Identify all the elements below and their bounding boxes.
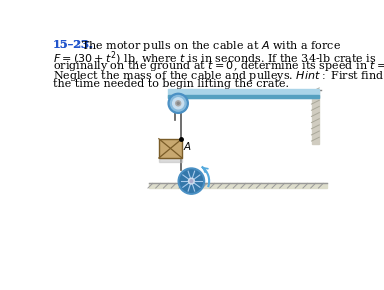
Text: The motor pulls on the cable at $\it{A}$ with a force: The motor pulls on the cable at $\it{A}$… bbox=[81, 39, 341, 53]
Text: $F = (30 + t^2)$ lb, where $t$ is in seconds. If the 34-lb crate is: $F = (30 + t^2)$ lb, where $t$ is in sec… bbox=[53, 49, 376, 68]
Circle shape bbox=[168, 93, 188, 113]
Bar bbox=[311, 90, 319, 144]
Circle shape bbox=[176, 101, 181, 106]
Circle shape bbox=[177, 102, 179, 104]
Circle shape bbox=[170, 95, 186, 111]
Bar bbox=[168, 90, 319, 98]
Text: originally on the ground at $t=0$, determine its speed in $t=4$ s.: originally on the ground at $t=0$, deter… bbox=[53, 59, 384, 73]
Text: 15–23.: 15–23. bbox=[53, 39, 94, 50]
Text: Neglect the mass of the cable and pulleys. $\mathit{Hint:}$ First find: Neglect the mass of the cable and pulley… bbox=[53, 69, 384, 84]
Text: 15–23.: 15–23. bbox=[53, 39, 93, 50]
Bar bbox=[168, 95, 319, 98]
Bar bbox=[159, 158, 182, 162]
Circle shape bbox=[180, 170, 203, 192]
Text: the time needed to begin lifting the crate.: the time needed to begin lifting the cra… bbox=[53, 79, 289, 89]
Circle shape bbox=[173, 98, 184, 109]
Bar bbox=[149, 183, 327, 188]
Text: $A$: $A$ bbox=[183, 139, 192, 151]
Bar bbox=[159, 139, 182, 158]
Circle shape bbox=[178, 168, 205, 194]
Circle shape bbox=[189, 178, 194, 184]
Circle shape bbox=[190, 180, 193, 182]
